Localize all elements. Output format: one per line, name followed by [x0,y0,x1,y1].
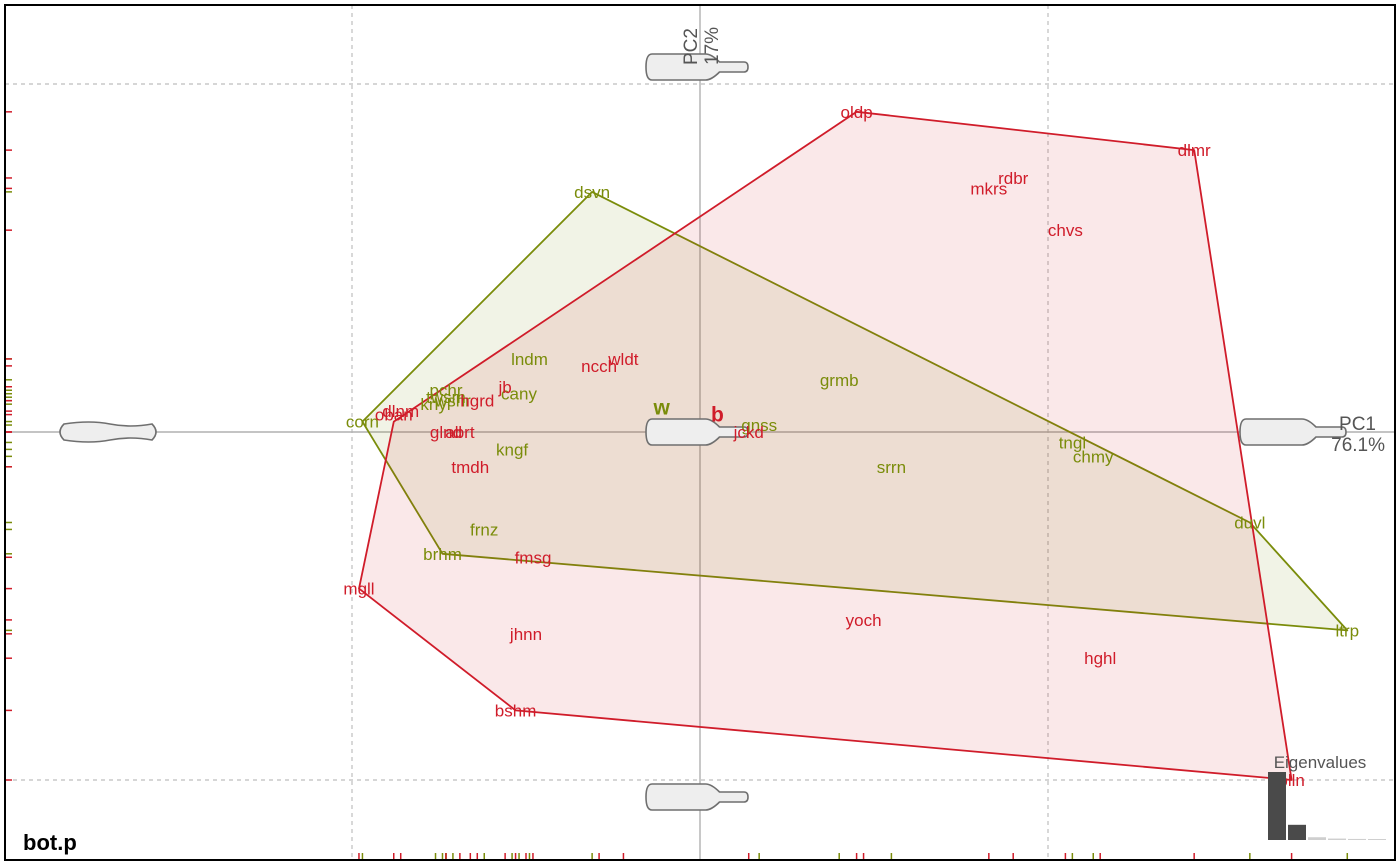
top-density-glyph [645,53,749,81]
chart-title: bot.p [23,830,77,855]
hull-b [358,110,1293,781]
eigenvalue-bar [1368,839,1386,840]
point-label-mgll: mgll [343,580,374,599]
pc2-name: PC2 [681,28,702,65]
point-label-chmy: chmy [1073,447,1114,466]
point-label-jb: jb [497,378,511,397]
point-label-brhm: brhm [423,545,462,564]
eigenvalue-bar [1268,772,1286,840]
marginal-densities [59,53,1347,811]
point-label-yoch: yoch [846,611,882,630]
point-label-frnz: frnz [470,520,498,539]
pc2-variance: 17% [702,27,723,65]
left-density-glyph [59,421,157,443]
point-label-corn: corn [346,413,379,432]
point-label-glnd: glnd [430,423,462,442]
pc2-axis-label: PC2 17% [681,27,723,65]
point-label-duvl: duvl [1234,514,1265,533]
centroid-label-w: w [653,397,671,420]
center-density-glyph [645,418,749,446]
eigenvalue-bar [1348,838,1366,840]
point-label-twsm: twsm [426,388,466,407]
point-label-lndm: lndm [511,350,548,369]
point-label-grmb: grmb [820,371,859,390]
point-label-tmdh: tmdh [451,458,489,477]
pc1-axis-label: PC1 76.1% [1331,414,1385,456]
point-label-srrn: srrn [877,458,906,477]
point-label-wldt: wldt [607,350,639,369]
point-label-dlnm: dlnm [382,402,419,421]
point-label-bshm: bshm [495,701,537,720]
centroid-label-b: b [711,404,724,427]
point-label-dlmr: dlmr [1178,141,1211,160]
point-label-oban: oban [375,406,413,425]
pc1-variance: 76.1% [1331,435,1385,456]
eigenvalue-bar [1328,838,1346,840]
point-labels: dsvn corn brhm ltrp duvl lndm cany pchrtwsmwshr… [343,103,1359,790]
pc1-name: PC1 [1339,414,1376,435]
eigenvalue-bar [1308,837,1326,840]
point-label-ltrp: ltrp [1335,621,1359,640]
point-label-jhnn: jhnn [509,625,542,644]
point-label-tngl: tngl [1059,433,1086,452]
point-label-dsvn: dsvn [574,183,610,202]
point-label-cany: cany [501,385,537,404]
point-label-oldp: oldp [841,103,873,122]
point-label-ncch: ncch [581,357,617,376]
point-label-knyl: knyl [420,395,450,414]
point-label-hgrd: hgrd [460,392,494,411]
point-label-wshr: wshr [434,392,471,411]
point-label-pchr: pchr [429,381,462,400]
point-label-gnss: gnss [741,416,777,435]
point-label-hghl: hghl [1084,649,1116,668]
eigenvalue-bar [1288,824,1306,840]
plot-border [4,4,1396,861]
point-label-abrt: abrt [445,423,475,442]
marginal-rugs [5,111,1349,860]
bottom-density-glyph [645,783,749,811]
hull-w [361,190,1349,632]
point-label-chvs: chvs [1048,221,1083,240]
point-label-rdbr: rdbr [998,169,1029,188]
point-label-fmsg: fmsg [515,548,552,567]
eigenvalues-title: Eigenvalues [1274,753,1367,772]
point-label-mkrs: mkrs [970,179,1007,198]
group-hulls [358,110,1349,781]
point-label-kngf: kngf [496,440,528,459]
right-density-glyph [1239,418,1347,446]
point-label-jckd: jckd [733,423,764,442]
eigenvalue-barplot: Eigenvalues [1268,753,1386,840]
